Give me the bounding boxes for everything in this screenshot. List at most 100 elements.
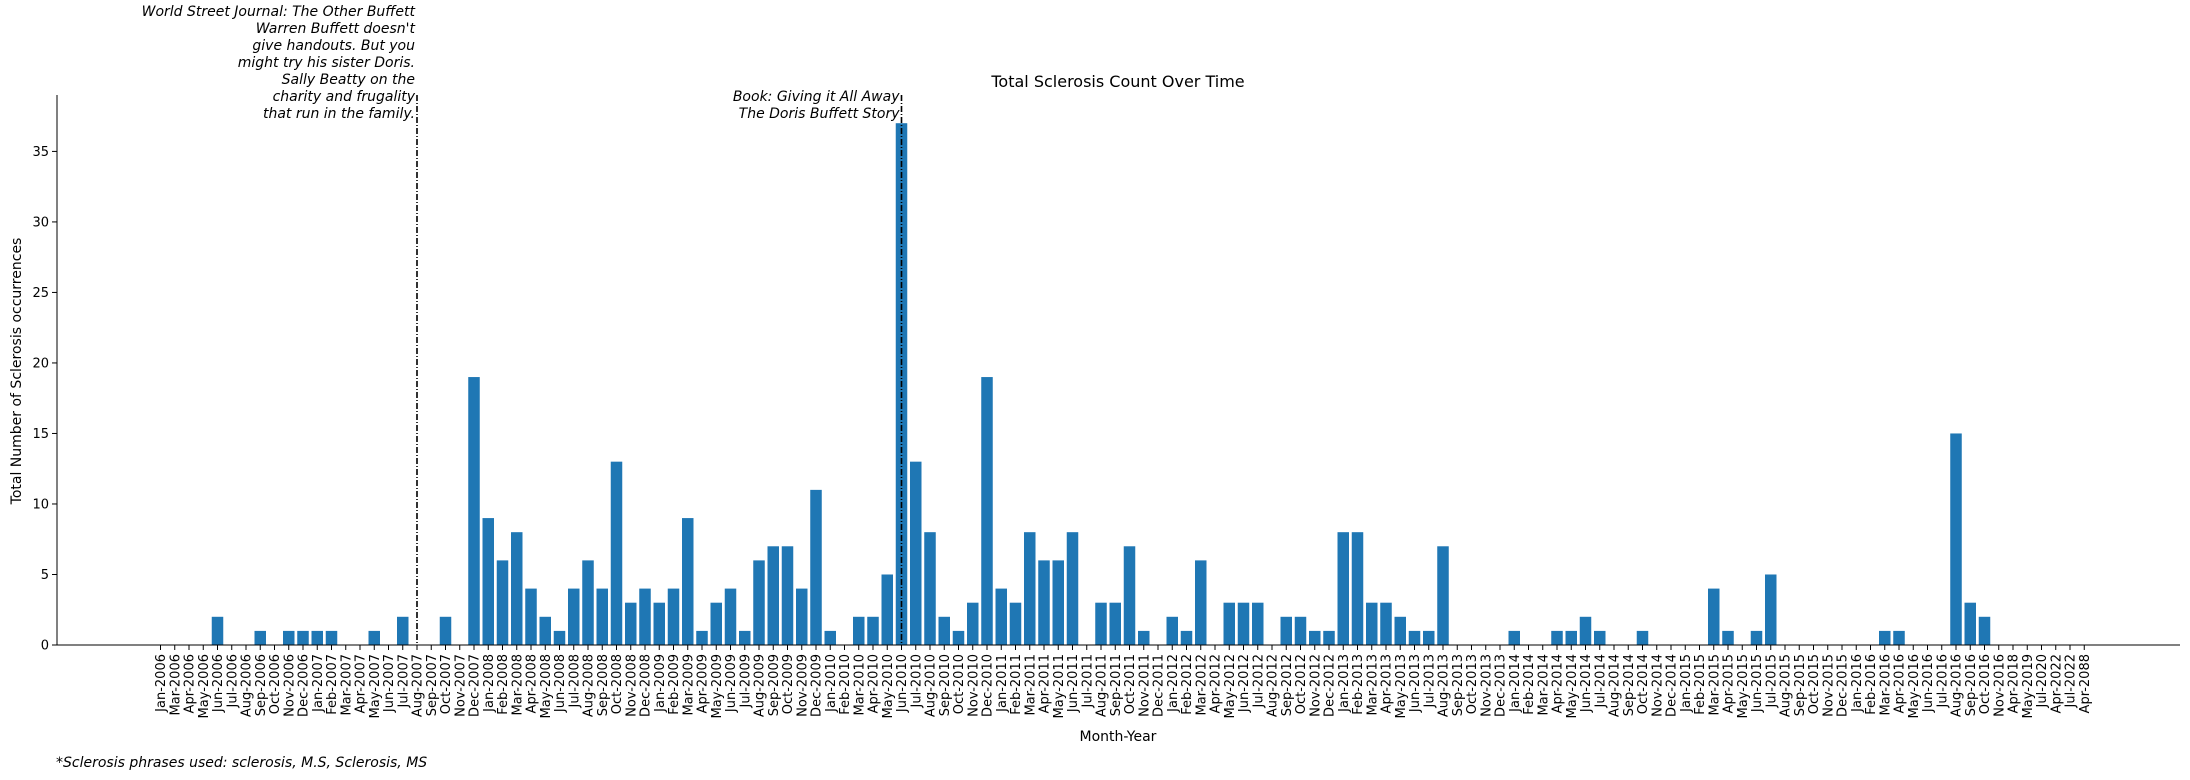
x-tick-label: Mar-2006 xyxy=(168,654,183,715)
annotation-text: that run in the family. xyxy=(263,106,415,122)
bar-Sep-2016 xyxy=(1964,602,1976,645)
y-tick-label: 0 xyxy=(41,639,49,654)
bar-Aug-2010 xyxy=(924,532,936,645)
bar-Mar-2015 xyxy=(1708,588,1720,645)
x-tick-label: Jul-2013 xyxy=(1422,654,1437,708)
bar-Oct-2008 xyxy=(610,461,623,645)
x-tick-label: Feb-2012 xyxy=(1180,654,1195,715)
bar-Mar-2012 xyxy=(1195,560,1207,645)
x-tick-label: Dec-2011 xyxy=(1152,654,1167,717)
bar-Jun-2008 xyxy=(553,630,566,645)
x-tick-label: Sep-2012 xyxy=(1280,654,1295,716)
x-tick-label: Apr-2012 xyxy=(1209,654,1224,713)
bar-Mar-2008 xyxy=(511,532,523,645)
x-tick-label: Apr-2008 xyxy=(525,654,540,713)
x-tick-label: Sep-2008 xyxy=(596,654,611,716)
x-tick-label: Jan-2010 xyxy=(824,654,839,713)
x-tick-label: Sep-2015 xyxy=(1793,654,1808,716)
x-tick-label: May-2006 xyxy=(197,654,212,718)
x-tick-label: Nov-2008 xyxy=(624,654,639,717)
bar-May-2012 xyxy=(1223,602,1235,645)
x-tick-label: Jul-2009 xyxy=(738,654,753,708)
bar-Nov-2006 xyxy=(283,630,295,645)
x-tick-label: Jul-2022 xyxy=(2064,654,2079,708)
x-tick-label: Apr-2022 xyxy=(2049,654,2064,713)
bar-Aug-2016 xyxy=(1950,433,1962,645)
x-tick-label: Jan-2009 xyxy=(653,654,668,713)
bar-Apr-2008 xyxy=(525,588,537,645)
x-tick-label: Oct-2015 xyxy=(1807,654,1822,714)
x-tick-label: Dec-2013 xyxy=(1494,654,1509,717)
x-tick-label: Jan-2011 xyxy=(995,654,1010,713)
bar-Mar-2009 xyxy=(682,518,694,645)
x-tick-label: Jun-2016 xyxy=(1921,654,1936,713)
bar-Jul-2015 xyxy=(1765,574,1777,645)
annotation-text: The Doris Buffett Story xyxy=(739,106,901,122)
x-tick-label: Aug-2012 xyxy=(1266,654,1281,717)
bar-Apr-2014 xyxy=(1551,630,1563,645)
x-tick-label: Jun-2007 xyxy=(382,654,397,713)
x-tick-label: Sep-2009 xyxy=(767,654,782,716)
x-tick-label: Dec-2012 xyxy=(1323,654,1338,717)
y-axis-label: Total Number of Sclerosis occurrences xyxy=(9,238,25,506)
bar-Jul-2010 xyxy=(910,461,922,645)
y-tick-label: 30 xyxy=(32,215,49,230)
x-tick-label: Sep-2007 xyxy=(425,654,440,716)
annotation-text: might try his sister Doris. xyxy=(238,55,415,71)
bar-Feb-2007 xyxy=(325,630,338,645)
bar-Dec-2008 xyxy=(639,588,651,645)
bar-Jul-2014 xyxy=(1594,630,1606,645)
bar-Jun-2013 xyxy=(1408,630,1421,645)
x-tick-label: May-2015 xyxy=(1736,654,1751,718)
x-tick-label: Feb-2014 xyxy=(1522,654,1537,715)
x-tick-label: Jun-2011 xyxy=(1066,654,1081,713)
bar-Feb-2008 xyxy=(496,560,509,645)
bar-Oct-2007 xyxy=(439,616,452,645)
x-tick-label: May-2010 xyxy=(881,654,896,718)
bar-Jan-2009 xyxy=(653,602,665,645)
x-tick-label: Mar-2008 xyxy=(510,654,525,715)
bar-Feb-2009 xyxy=(667,588,680,645)
bar-Jan-2007 xyxy=(311,630,323,645)
bar-Dec-2007 xyxy=(468,377,480,645)
bar-Mar-2011 xyxy=(1024,532,1036,645)
x-tick-label: Jan-2012 xyxy=(1166,654,1181,713)
x-tick-label: Jul-2008 xyxy=(567,654,582,708)
x-tick-label: Jul-2010 xyxy=(909,654,924,708)
x-tick-label: Nov-2006 xyxy=(282,654,297,717)
x-tick-label: Feb-2013 xyxy=(1351,654,1366,715)
bar-Dec-2010 xyxy=(981,377,993,645)
x-tick-label: Oct-2013 xyxy=(1465,654,1480,714)
x-tick-label: Jun-2015 xyxy=(1750,654,1765,713)
x-tick-label: Jan-2015 xyxy=(1679,654,1694,713)
bar-Jul-2012 xyxy=(1252,602,1264,645)
x-tick-label: Mar-2012 xyxy=(1194,654,1209,715)
x-tick-label: Feb-2007 xyxy=(325,654,340,715)
x-tick-label: Jul-2007 xyxy=(396,654,411,708)
x-tick-label: Aug-2013 xyxy=(1437,654,1452,717)
bar-Mar-2013 xyxy=(1366,602,1378,645)
annotation-text: give handouts. But you xyxy=(252,38,415,54)
bar-Apr-2015 xyxy=(1722,630,1734,645)
bar-Jul-2007 xyxy=(397,616,409,645)
x-tick-label: Dec-2015 xyxy=(1836,654,1851,717)
annotation-text: Sally Beatty on the xyxy=(282,72,415,88)
x-tick-label: May-2013 xyxy=(1394,654,1409,718)
footnote: *Sclerosis phrases used: sclerosis, M.S,… xyxy=(56,755,427,771)
x-tick-label: Aug-2011 xyxy=(1095,654,1110,717)
x-tick-label: Jul-2006 xyxy=(225,654,240,708)
bar-Jun-2012 xyxy=(1237,602,1250,645)
x-tick-label: Sep-2013 xyxy=(1451,654,1466,716)
bar-Jun-2006 xyxy=(211,616,224,645)
x-tick-label: Dec-2006 xyxy=(297,654,312,717)
annotation-text: World Street Journal: The Other Buffett xyxy=(142,4,416,20)
bar-Mar-2016 xyxy=(1879,630,1891,645)
x-tick-label: Aug-2015 xyxy=(1779,654,1794,717)
x-tick-label: Apr-2006 xyxy=(183,654,198,713)
x-tick-label: Feb-2016 xyxy=(1864,654,1879,715)
x-tick-label: Oct-2007 xyxy=(439,654,454,714)
x-tick-label: May-2014 xyxy=(1565,654,1580,718)
x-tick-label: Feb-2011 xyxy=(1009,654,1024,715)
x-tick-label: Mar-2011 xyxy=(1023,654,1038,715)
x-tick-label: Oct-2016 xyxy=(1978,654,1993,714)
